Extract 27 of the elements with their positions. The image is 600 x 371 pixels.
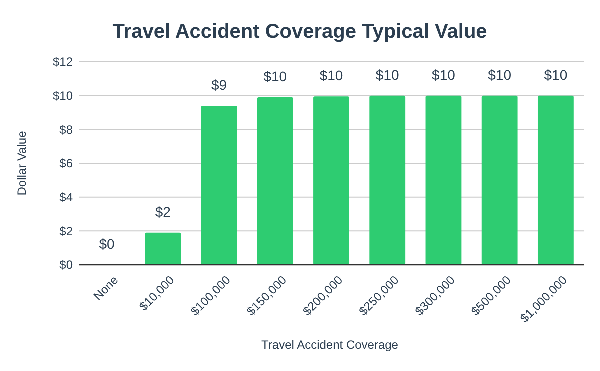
bar bbox=[145, 232, 182, 265]
bar bbox=[426, 96, 462, 265]
y-tick-label: $2 bbox=[60, 224, 74, 238]
data-label: $10 bbox=[432, 66, 456, 83]
y-tick-label: $6 bbox=[60, 156, 74, 171]
data-label: $0 bbox=[99, 236, 116, 252]
bar bbox=[538, 96, 574, 265]
y-axis-title: Dollar Value bbox=[15, 130, 29, 196]
bar bbox=[201, 106, 238, 265]
data-label: $10 bbox=[376, 66, 400, 83]
data-label: $10 bbox=[320, 68, 344, 84]
bar bbox=[314, 96, 350, 265]
bar bbox=[482, 96, 518, 265]
data-label: $10 bbox=[264, 68, 288, 85]
data-label: $10 bbox=[488, 66, 512, 83]
y-tick-label: $0 bbox=[60, 258, 74, 272]
y-tick-label: $10 bbox=[52, 89, 74, 104]
bar bbox=[370, 96, 406, 265]
data-label: $9 bbox=[211, 76, 228, 93]
data-label: $10 bbox=[544, 66, 568, 83]
y-tick-label: $12 bbox=[52, 55, 74, 70]
x-axis-title: Travel Accident Coverage bbox=[262, 338, 399, 352]
y-tick-label: $4 bbox=[60, 190, 74, 205]
bar bbox=[257, 98, 294, 265]
data-label: $2 bbox=[155, 204, 172, 220]
chart-title: Travel Accident Coverage Typical Value bbox=[112, 21, 488, 43]
y-tick-label: $8 bbox=[60, 122, 74, 137]
